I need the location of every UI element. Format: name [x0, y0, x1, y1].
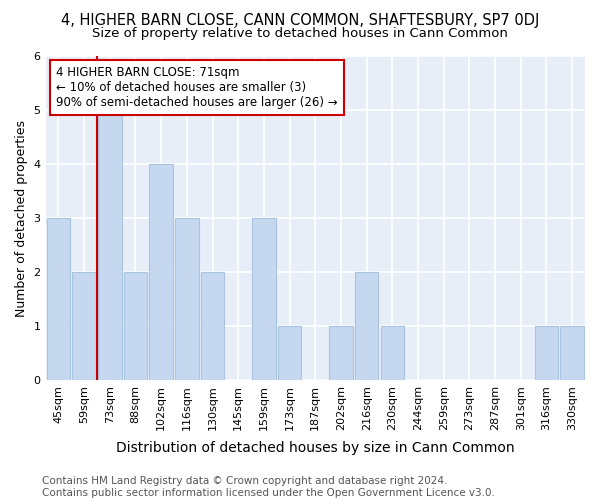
Bar: [278, 326, 301, 380]
Bar: [329, 326, 353, 380]
Bar: [252, 218, 276, 380]
Bar: [124, 272, 147, 380]
Text: 4 HIGHER BARN CLOSE: 71sqm
← 10% of detached houses are smaller (3)
90% of semi-: 4 HIGHER BARN CLOSE: 71sqm ← 10% of deta…: [56, 66, 338, 109]
Bar: [355, 272, 379, 380]
Text: Contains HM Land Registry data © Crown copyright and database right 2024.
Contai: Contains HM Land Registry data © Crown c…: [42, 476, 495, 498]
Text: Size of property relative to detached houses in Cann Common: Size of property relative to detached ho…: [92, 28, 508, 40]
Bar: [47, 218, 70, 380]
Bar: [149, 164, 173, 380]
Bar: [560, 326, 584, 380]
Text: 4, HIGHER BARN CLOSE, CANN COMMON, SHAFTESBURY, SP7 0DJ: 4, HIGHER BARN CLOSE, CANN COMMON, SHAFT…: [61, 12, 539, 28]
Bar: [72, 272, 96, 380]
Bar: [201, 272, 224, 380]
Bar: [98, 110, 122, 380]
Bar: [175, 218, 199, 380]
Y-axis label: Number of detached properties: Number of detached properties: [15, 120, 28, 316]
Bar: [380, 326, 404, 380]
X-axis label: Distribution of detached houses by size in Cann Common: Distribution of detached houses by size …: [116, 441, 515, 455]
Bar: [535, 326, 558, 380]
